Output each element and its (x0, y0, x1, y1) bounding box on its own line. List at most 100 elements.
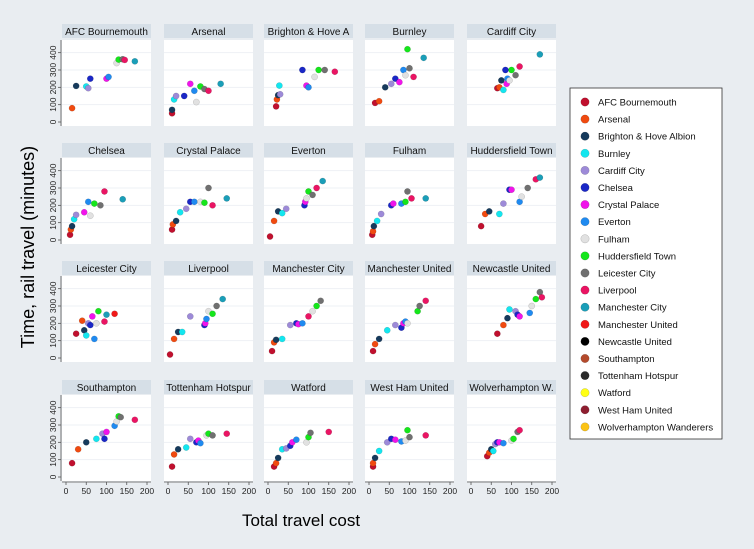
data-point (80, 208, 88, 216)
x-tick-label: 50 (82, 486, 92, 496)
panel-title: Huddersfield Town (470, 146, 552, 157)
x-tick-label: 0 (367, 486, 372, 496)
y-tick-label: 100 (48, 215, 58, 229)
data-point (74, 445, 82, 453)
panel: Manchester City (264, 261, 353, 362)
panel-plot-area (164, 158, 253, 244)
data-point (526, 309, 534, 317)
data-point (370, 222, 378, 230)
x-tick-label: 0 (266, 486, 271, 496)
data-point (536, 174, 544, 181)
data-point (93, 320, 100, 327)
panel: AFC Bournemouth 0 100 200 300 400 (48, 24, 151, 126)
data-point (389, 200, 397, 207)
data-point (303, 195, 310, 202)
legend-label: Tottenham Hotspur (598, 371, 678, 382)
panel-header (264, 380, 353, 394)
y-tick-label: 200 (48, 435, 58, 449)
data-point (309, 307, 316, 315)
data-point (205, 87, 212, 95)
data-point (119, 195, 126, 203)
data-point (524, 184, 532, 192)
data-point (309, 191, 316, 199)
data-point (174, 445, 182, 453)
data-point (406, 433, 413, 441)
legend-label: Leicester City (598, 269, 656, 280)
legend-marker (580, 183, 590, 192)
legend-label: Liverpool (598, 286, 637, 297)
data-point (117, 413, 124, 421)
data-point (111, 310, 118, 318)
panel: Tottenham Hotspur 0 50 100 150 200 (164, 380, 256, 496)
panel-header (365, 143, 454, 157)
data-point (422, 297, 430, 305)
legend-label: Manchester City (598, 303, 667, 314)
data-point (286, 321, 294, 329)
legend-marker (580, 200, 590, 210)
data-point (299, 320, 306, 327)
data-point (516, 426, 523, 434)
panel-title: Cardiff City (487, 27, 536, 38)
data-point (68, 222, 76, 230)
data-point (420, 54, 427, 62)
legend-label: Crystal Palace (598, 200, 659, 211)
data-point (272, 336, 280, 344)
panel: West Ham United 0 50 100 150 200 (365, 380, 457, 496)
data-point (536, 51, 544, 58)
data-point (131, 416, 139, 424)
data-point (270, 217, 278, 225)
panel: Newcastle United (467, 261, 556, 362)
panel-title: Tottenham Hotspur (166, 383, 251, 394)
legend-label: Burnley (598, 149, 630, 160)
x-tick-label: 100 (201, 486, 215, 496)
x-tick-label: 150 (525, 486, 539, 496)
data-point (500, 200, 507, 207)
data-point (532, 295, 540, 303)
data-point (82, 332, 90, 339)
data-point (103, 428, 110, 436)
data-point (375, 335, 383, 343)
data-point (191, 198, 198, 206)
x-tick-label: 200 (242, 486, 256, 496)
data-point (477, 222, 485, 230)
panel-title: Southampton (77, 383, 137, 394)
data-point (489, 447, 497, 455)
y-tick-label: 200 (48, 80, 58, 94)
x-tick-label: 50 (284, 486, 294, 496)
data-point (93, 435, 100, 443)
data-point (325, 428, 333, 436)
panel-title: Manchester United (368, 264, 452, 275)
data-point (307, 429, 314, 437)
data-point (313, 302, 320, 310)
data-point (191, 87, 198, 95)
legend-label: Manchester United (598, 320, 678, 331)
data-point (197, 439, 204, 447)
data-point (95, 307, 102, 315)
data-point (506, 306, 513, 313)
data-point (500, 321, 507, 329)
y-tick-label: 400 (48, 45, 58, 59)
data-point (369, 347, 377, 355)
panel-header (264, 143, 353, 157)
data-point (500, 439, 507, 447)
data-point (91, 335, 98, 343)
data-point (512, 71, 519, 79)
data-point (103, 311, 110, 318)
legend-marker (580, 405, 590, 415)
data-point (311, 73, 318, 81)
x-tick-label: 150 (120, 486, 134, 496)
x-tick-label: 200 (342, 486, 356, 496)
legend-label: Watford (598, 388, 631, 399)
panel-header (164, 143, 253, 157)
panel-header (467, 143, 556, 157)
y-tick-label: 400 (48, 163, 58, 177)
data-point (392, 436, 399, 444)
data-point (408, 195, 415, 202)
panel-title: West Ham United (370, 383, 448, 394)
data-point (272, 103, 280, 110)
data-point (528, 302, 536, 310)
x-tick-label: 0 (64, 486, 69, 496)
data-point (319, 177, 326, 185)
data-point (404, 188, 411, 195)
data-point (402, 437, 409, 444)
